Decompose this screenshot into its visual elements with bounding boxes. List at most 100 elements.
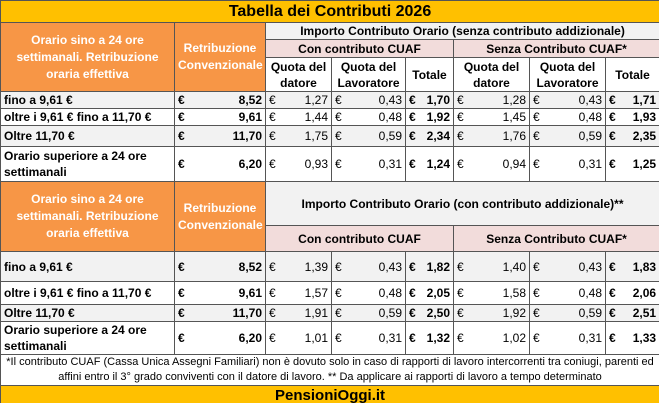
- cell-value: 1,57: [304, 286, 328, 300]
- currency-symbol: €: [269, 129, 276, 143]
- currency-symbol: €: [409, 93, 416, 107]
- cell-value: 2,50: [426, 306, 450, 320]
- header-con-cuaf: Con contributo CUAF: [265, 39, 454, 58]
- cell-s_lav: €0,48: [529, 281, 606, 305]
- cell-c_lav: €0,31: [331, 146, 406, 182]
- currency-symbol: €: [335, 306, 342, 320]
- currency-symbol: €: [533, 129, 540, 143]
- table-row: fino a 9,61 € €8,52 €1,27 €0,43 €1,70 €1,28 €0…: [0, 91, 659, 109]
- cell-c_dat: €1,91: [265, 304, 332, 322]
- cell-value: 0,48: [378, 110, 402, 124]
- cell-c_lav: €0,59: [331, 304, 406, 322]
- header-con-cuaf: Con contributo CUAF: [265, 225, 454, 252]
- header-quota-datore: Quota del datore: [265, 57, 332, 92]
- row-label: Orario superiore a 24 ore settimanali: [0, 146, 175, 182]
- cell-value: 0,43: [578, 259, 602, 274]
- currency-symbol: €: [269, 259, 276, 274]
- cell-s_tot: €1,25: [604, 146, 659, 182]
- cell-value: 0,48: [378, 286, 402, 300]
- cell-s_lav: €0,31: [529, 321, 606, 355]
- currency-symbol: €: [409, 129, 416, 143]
- cell-value: 1,75: [304, 129, 328, 143]
- currency-symbol: €: [609, 306, 616, 320]
- cell-value: 0,94: [502, 157, 526, 171]
- currency-symbol: €: [609, 331, 616, 345]
- cell-s_tot: €1,71: [604, 91, 659, 109]
- row-label: Oltre 11,70 €: [0, 304, 175, 322]
- table-row: Oltre 11,70 € €11,70 €1,91 €0,59 €2,50 €1,92 €…: [0, 304, 659, 322]
- cell-s_dat: €1,58: [453, 281, 530, 305]
- row-label: oltre i 9,61 € fino a 11,70 €: [0, 108, 175, 126]
- cell-value: 1,28: [502, 93, 526, 107]
- row-label: Oltre 11,70 €: [0, 125, 175, 147]
- cell-s_tot: €1,83: [604, 251, 659, 282]
- row-label: oltre i 9,61 € fino a 11,70 €: [0, 281, 175, 305]
- cell-value: 0,31: [378, 157, 402, 171]
- currency-symbol: €: [269, 306, 276, 320]
- currency-symbol: €: [178, 331, 185, 345]
- cell-value: 1,24: [426, 157, 450, 171]
- cell-s_lav: €0,48: [529, 108, 606, 126]
- cell-value: 0,31: [378, 331, 402, 345]
- cell-value: 0,59: [378, 306, 402, 320]
- table1-body: fino a 9,61 € €8,52 €1,27 €0,43 €1,70 €1,28 €0…: [0, 91, 659, 182]
- currency-symbol: €: [178, 110, 185, 124]
- cell-value: 0,59: [378, 129, 402, 143]
- cell-value: 9,61: [238, 110, 262, 124]
- cell-retr: €8,52: [174, 251, 266, 282]
- cell-s_lav: €0,43: [529, 251, 606, 282]
- cell-value: 1,44: [304, 110, 328, 124]
- currency-symbol: €: [533, 259, 540, 274]
- cell-value: 2,05: [426, 286, 450, 300]
- header-retribuzione: Retribuzione Convenzionale: [174, 22, 266, 92]
- table-row: oltre i 9,61 € fino a 11,70 € €9,61 €1,44 €…: [0, 108, 659, 126]
- cell-value: 0,59: [578, 129, 602, 143]
- currency-symbol: €: [609, 93, 616, 107]
- cell-c_lav: €0,43: [331, 91, 406, 109]
- table-title: Tabella dei Contributi 2026: [0, 0, 659, 23]
- currency-symbol: €: [335, 331, 342, 345]
- cell-value: 0,31: [578, 157, 602, 171]
- cell-c_dat: €1,27: [265, 91, 332, 109]
- currency-symbol: €: [609, 259, 616, 274]
- table2-body: fino a 9,61 € €8,52 €1,39 €0,43 €1,82 €1,40 €0…: [0, 251, 659, 355]
- cell-value: 11,70: [232, 129, 262, 143]
- currency-symbol: €: [457, 157, 464, 171]
- cell-retr: €11,70: [174, 304, 266, 322]
- header-retribuzione: Retribuzione Convenzionale: [174, 181, 266, 252]
- currency-symbol: €: [409, 110, 416, 124]
- cell-value: 1,76: [502, 129, 526, 143]
- cell-s_tot: €2,51: [604, 304, 659, 322]
- cell-value: 1,32: [426, 331, 450, 345]
- cell-value: 2,06: [632, 286, 657, 300]
- cell-value: 6,20: [238, 331, 262, 345]
- cell-s_tot: €1,93: [604, 108, 659, 126]
- currency-symbol: €: [409, 259, 416, 274]
- cell-c_tot: €1,32: [405, 321, 454, 355]
- row-label: fino a 9,61 €: [0, 251, 175, 282]
- cell-value: 1,40: [502, 259, 526, 274]
- cell-retr: €9,61: [174, 108, 266, 126]
- cell-c_dat: €1,57: [265, 281, 332, 305]
- cell-s_lav: €0,31: [529, 146, 606, 182]
- cell-s_lav: €0,59: [529, 125, 606, 147]
- cell-c_dat: €1,44: [265, 108, 332, 126]
- cell-value: 2,35: [632, 129, 657, 143]
- cell-c_dat: €0,93: [265, 146, 332, 182]
- currency-symbol: €: [457, 259, 464, 274]
- header-quota-lavoratore: Quota del Lavoratore: [331, 57, 406, 92]
- cell-value: 0,48: [578, 286, 602, 300]
- cell-value: 1,82: [426, 259, 450, 274]
- cell-value: 1,25: [632, 157, 657, 171]
- cell-c_lav: €0,59: [331, 125, 406, 147]
- footer-brand: PensioniOggi.it: [0, 385, 659, 403]
- cell-value: 0,43: [378, 93, 402, 107]
- cell-retr: €8,52: [174, 91, 266, 109]
- cell-c_tot: €2,05: [405, 281, 454, 305]
- header-senza-cuaf: Senza Contributo CUAF*: [452, 225, 659, 252]
- header-quota-lavoratore: Quota del Lavoratore: [529, 57, 606, 92]
- cell-c_tot: €1,82: [405, 251, 454, 282]
- currency-symbol: €: [335, 93, 342, 107]
- cell-c_tot: €1,92: [405, 108, 454, 126]
